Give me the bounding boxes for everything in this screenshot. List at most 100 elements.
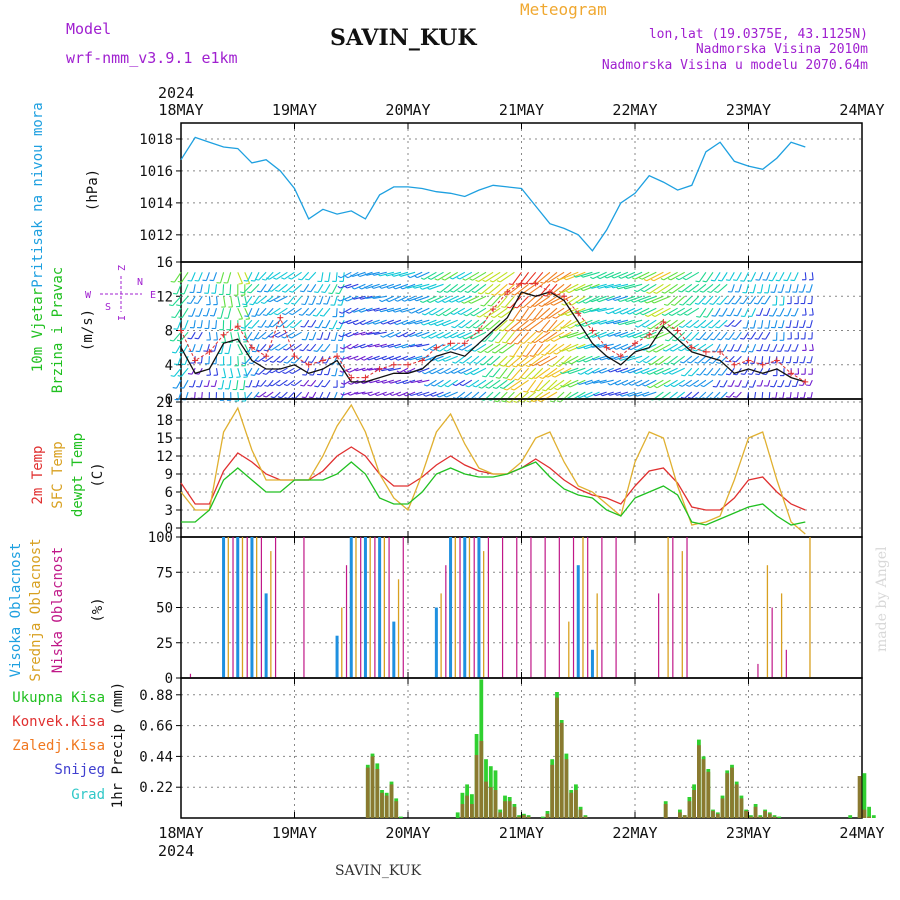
wind-barb-feather [427, 277, 432, 280]
y-tick-label: 50 [156, 601, 173, 617]
wind-barb [266, 307, 274, 316]
wind-barb [626, 319, 643, 326]
wind-barb-feather [600, 393, 603, 397]
wind-barb-feather [396, 370, 400, 373]
wind-barb [223, 368, 227, 378]
wind-barb [713, 331, 721, 341]
wind-barb [629, 307, 643, 315]
wind-barb [758, 331, 764, 340]
wind-barb-feather [248, 362, 253, 365]
wind-barb-feather [559, 349, 563, 352]
credit-watermark: made by Angel [874, 546, 890, 652]
wind-barb [258, 391, 267, 398]
y-tick-label: 21 [156, 395, 173, 411]
wind-barb-feather [619, 393, 623, 397]
wind-barb-feather [471, 290, 476, 294]
wind-barb [635, 307, 650, 316]
wind-barb [349, 343, 359, 350]
wind-barb-feather [307, 325, 312, 328]
wind-barb-feather [506, 400, 511, 403]
wind-barb-feather [262, 314, 267, 317]
cloud-high-bar [236, 537, 240, 678]
wind-barb [730, 343, 735, 352]
y-tick-label: 12 [156, 449, 173, 465]
wind-barb-feather [458, 348, 463, 351]
wind-barb [183, 284, 189, 295]
wind-barb-feather [187, 373, 192, 375]
wind-barb [325, 355, 331, 364]
wind-barb-feather [653, 350, 657, 353]
wind-barb [649, 367, 664, 375]
wind-barb [713, 391, 721, 400]
wind-barb [560, 391, 572, 403]
wind-barb [796, 356, 799, 363]
precip-conv-bar [512, 806, 517, 818]
wind-barb [737, 307, 742, 317]
wind-barb [507, 319, 522, 332]
wind-barb [492, 271, 508, 283]
wind-barb-feather [413, 321, 417, 325]
wind-barb [779, 272, 785, 282]
wind-barb [263, 295, 274, 304]
wind-barb-feather [560, 326, 564, 329]
wind-barb-feather [519, 305, 524, 309]
wind-barb-feather [361, 391, 364, 395]
wind-barb [207, 284, 210, 294]
wind-barb [193, 284, 196, 293]
precip-conv-bar [753, 806, 758, 818]
wind-barb-feather [605, 321, 608, 325]
y-tick-label: 75 [156, 565, 173, 581]
wind-barb-feather [513, 400, 518, 403]
cloud-high-bar [222, 537, 226, 678]
wind-barb [215, 296, 218, 305]
wind-barb-feather [661, 372, 666, 375]
wind-barb [559, 355, 572, 367]
precip-conv-bar [479, 741, 484, 818]
wind-barb [729, 272, 735, 281]
wind-barb [648, 343, 664, 353]
wind-barb [447, 379, 459, 388]
wind-barb-feather [550, 303, 554, 306]
wind-barb [495, 379, 508, 389]
cloud-high-bar [477, 537, 481, 678]
wind-barb-feather [573, 288, 577, 292]
wind-barb-feather [419, 287, 423, 290]
wind-barb [557, 379, 572, 391]
wind-barb-feather [626, 312, 630, 315]
wind-barb-feather [172, 387, 177, 389]
wind-barb-feather [487, 304, 492, 307]
wind-barb-feather [516, 355, 521, 358]
wind-barb-feather [634, 393, 638, 397]
wind-barb-feather [646, 372, 650, 375]
wind-barb [531, 367, 544, 380]
wind-barb [270, 343, 281, 351]
wind-barb [598, 307, 614, 313]
precip-conv-bar [734, 784, 739, 818]
wind-barb [279, 319, 288, 328]
wind-barb-feather [645, 350, 650, 353]
wind-barb [515, 355, 529, 368]
wind-barb-feather [415, 334, 419, 337]
wind-barb-feather [435, 300, 439, 303]
wind-barb-feather [692, 349, 697, 352]
wind-barb [400, 271, 416, 277]
wind-barb [403, 319, 416, 326]
wind-barb [342, 391, 352, 396]
wind-barb [259, 343, 267, 352]
wind-barb-feather [366, 357, 370, 361]
wind-barb-feather [633, 312, 637, 316]
wind-barb-feather [281, 290, 286, 293]
wind-barb [349, 391, 359, 396]
wind-barb [631, 379, 643, 386]
wind-barb [695, 343, 707, 352]
wind-barb [619, 319, 636, 326]
wind-barb [526, 379, 537, 393]
wind-barb-feather [603, 285, 607, 289]
wind-barb-feather [401, 322, 405, 326]
wind-barb [804, 344, 807, 351]
wind-barb [488, 379, 501, 389]
wind-barb [600, 379, 614, 384]
wind-barb-feather [598, 381, 602, 384]
wind-barb [399, 367, 409, 373]
wind-barb-feather [408, 393, 412, 396]
